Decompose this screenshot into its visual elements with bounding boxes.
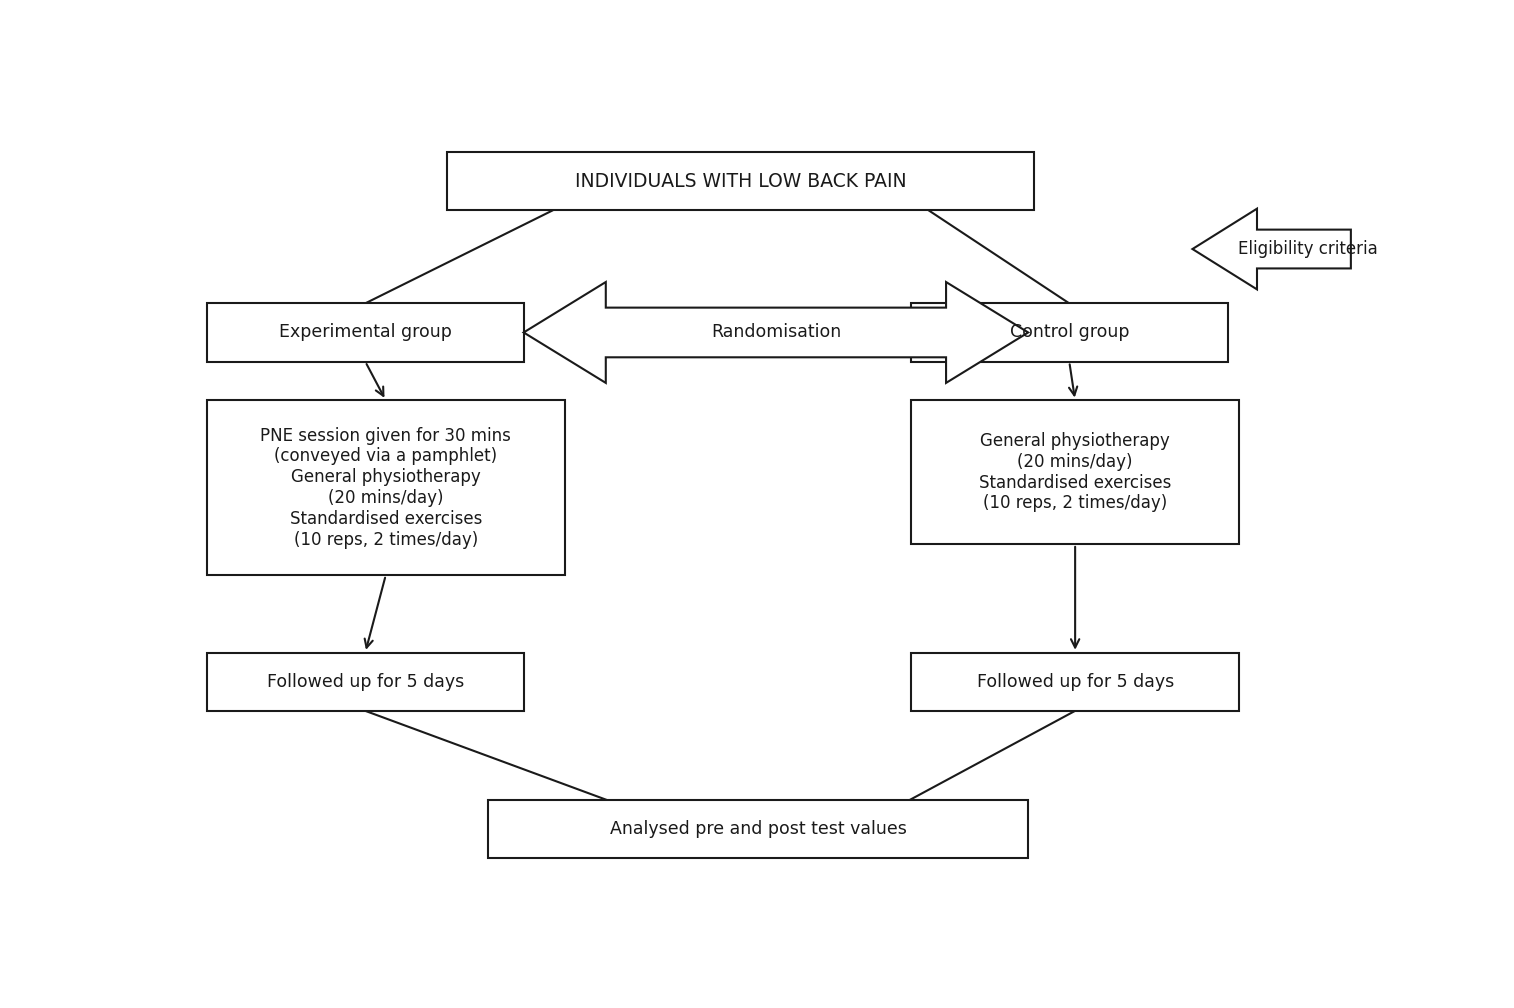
Text: Analysed pre and post test values: Analysed pre and post test values [610,821,907,839]
Text: Experimental group: Experimental group [279,324,451,342]
Text: General physiotherapy
(20 mins/day)
Standardised exercises
(10 reps, 2 times/day: General physiotherapy (20 mins/day) Stan… [980,432,1172,512]
Text: INDIVIDUALS WITH LOW BACK PAIN: INDIVIDUALS WITH LOW BACK PAIN [575,171,907,191]
Bar [207,400,565,575]
Text: Followed up for 5 days: Followed up for 5 days [266,672,463,690]
Bar [207,303,524,362]
Bar [911,303,1228,362]
Polygon shape [1193,209,1350,289]
Text: Eligibility criteria: Eligibility criteria [1237,240,1378,258]
Polygon shape [524,282,1028,383]
Text: PNE session given for 30 mins
(conveyed via a pamphlet)
General physiotherapy
(2: PNE session given for 30 mins (conveyed … [260,426,512,548]
Bar [448,152,1034,211]
Bar [911,652,1240,711]
Bar [207,652,524,711]
Bar [911,400,1240,544]
Bar [489,800,1028,859]
Text: Followed up for 5 days: Followed up for 5 days [977,672,1173,690]
Text: Randomisation: Randomisation [710,324,842,342]
Text: Control group: Control group [1010,324,1129,342]
